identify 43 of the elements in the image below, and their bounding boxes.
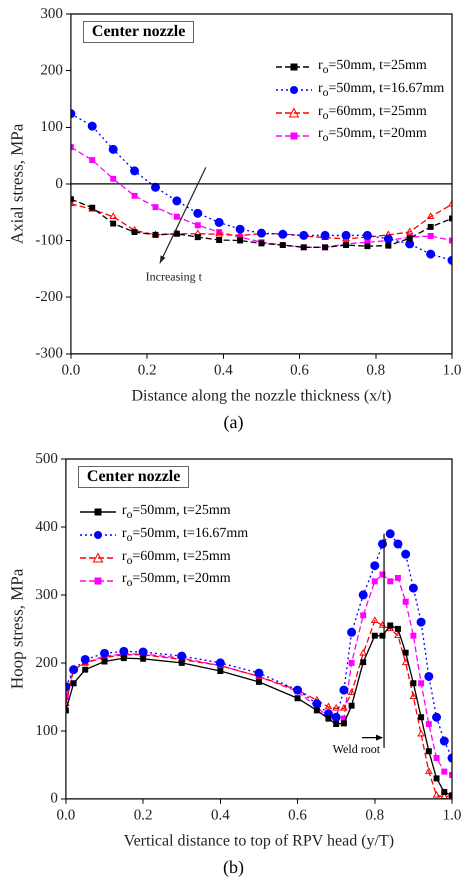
x-tick-label: 0.2	[134, 808, 152, 824]
y-tick-label: 400	[35, 518, 58, 535]
x-tick-label: 0.2	[138, 362, 156, 379]
y-tick-label: 200	[40, 62, 63, 79]
annotation: Increasing t	[146, 270, 203, 284]
x-axis-title: Distance along the nozzle thickness (x/t)	[131, 388, 392, 405]
legend-label: r$_{o}$=50mm, t=20mm	[318, 125, 427, 146]
y-axis-title: Hoop stress, MPa	[8, 568, 27, 690]
legend-label: r$_{o}$=60mm, t=25mm	[318, 102, 427, 124]
text: Center nozzle	[78, 466, 190, 488]
y-tick-label: 0	[50, 790, 58, 807]
legend-label: r$_{o}$=50mm, t=25mm	[318, 57, 427, 78]
text: Center nozzle	[82, 21, 194, 43]
text: (a)	[222, 412, 244, 433]
text: (b)	[222, 857, 245, 878]
y-tick-label: -100	[35, 232, 63, 248]
y-tick-label: 100	[40, 119, 63, 136]
x-tick-label: 0.0	[62, 362, 80, 379]
ref-line-label: Weld root	[332, 742, 381, 756]
legend-label: r$_{o}$=60mm, t=25mm	[122, 548, 231, 568]
y-axis-title: Axial stress, MPa	[8, 123, 27, 244]
y-tick-label: 500	[35, 450, 58, 467]
x-tick-label: 0.0	[56, 808, 76, 824]
y-tick-label: 300	[40, 6, 63, 22]
x-tick-label: 0.4	[210, 808, 230, 824]
x-tick-label: 0.6	[288, 808, 308, 824]
x-tick-label: 0.8	[365, 808, 384, 824]
y-tick-label: 200	[35, 654, 58, 671]
x-tick-label: 1.0	[442, 808, 462, 824]
y-tick-label: -200	[35, 289, 63, 306]
x-tick-label: 0.4	[214, 362, 234, 379]
x-axis-title: Vertical distance to top of RPV head (y/T)	[124, 832, 394, 850]
x-tick-label: 1.0	[442, 362, 462, 379]
x-tick-label: 0.8	[366, 362, 386, 379]
y-tick-label: 100	[35, 722, 58, 739]
x-tick-label: 0.6	[290, 362, 310, 379]
legend-label: r$_{o}$=50mm, t=20mm	[122, 570, 231, 592]
legend-label: r$_{o}$=50mm, t=25mm	[122, 502, 231, 523]
y-tick-label: -300	[35, 346, 63, 362]
y-tick-label: 300	[35, 586, 58, 603]
legend-label: r$_{o}$=50mm, t=16.67mm	[318, 80, 444, 101]
y-tick-label: 0	[55, 176, 63, 192]
legend-label: r$_{o}$=50mm, t=16.67mm	[122, 524, 248, 546]
